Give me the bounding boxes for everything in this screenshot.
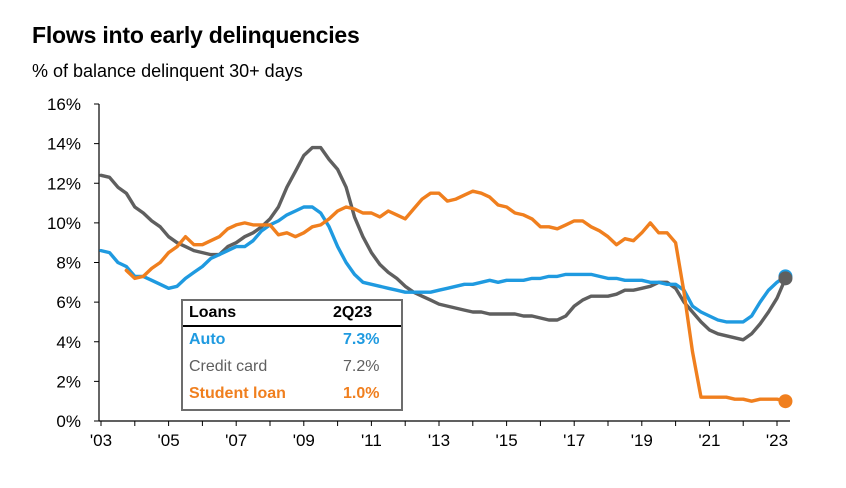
legend-table: Loans 2Q23 Auto 7.3% Credit card 7.2% St… [181, 299, 403, 411]
chart-lines [99, 145, 788, 403]
legend-row-student-loan: Student loan 1.0% [183, 382, 401, 408]
y-tick-label: 14% [47, 135, 81, 154]
x-tick-label: '03 [90, 431, 112, 450]
y-tick-label: 12% [47, 174, 81, 193]
chart-axes: 0% 2% 4% 6% 8% 10% 12% 14% 16% '03 '05 '07 '09 '11 '13… [47, 95, 790, 450]
legend-value-student-loan: 1.0% [343, 385, 380, 402]
end-marker-student-loan [778, 394, 793, 409]
x-tick-label: '11 [361, 431, 382, 450]
series-line-student-loan [124, 189, 788, 403]
legend-header-loans: Loans [189, 304, 237, 321]
y-tick-label: 8% [56, 254, 81, 273]
legend-label-auto: Auto [189, 331, 226, 348]
y-tick-label: 2% [56, 372, 81, 391]
x-tick-label: '09 [293, 431, 315, 450]
chart-title: Flows into early delinquencies [32, 22, 360, 48]
series-line-auto [99, 205, 788, 324]
end-marker-credit-card [778, 271, 793, 286]
legend-header: Loans 2Q23 [183, 301, 401, 327]
y-tick-label: 4% [56, 333, 81, 352]
x-tick-label: '19 [631, 431, 653, 450]
chart-subtitle: % of balance delinquent 30+ days [32, 61, 303, 81]
y-tick-label: 0% [56, 412, 81, 431]
x-tick-label: '07 [225, 431, 247, 450]
y-tick-label: 6% [56, 293, 81, 312]
legend-label-credit-card: Credit card [189, 358, 268, 375]
legend-row-auto: Auto 7.3% [183, 328, 401, 354]
legend-row-credit-card: Credit card 7.2% [183, 355, 401, 381]
y-tick-label: 10% [47, 214, 81, 233]
x-tick-label: '13 [428, 431, 450, 450]
x-tick-label: '21 [698, 431, 720, 450]
x-tick-label: '23 [766, 431, 788, 450]
x-tick-label: '17 [563, 431, 585, 450]
y-tick-label: 16% [47, 95, 81, 114]
x-tick-label: '05 [158, 431, 180, 450]
end-markers [778, 269, 793, 409]
x-tick-label: '15 [496, 431, 518, 450]
legend-value-auto: 7.3% [343, 331, 380, 348]
legend-value-credit-card: 7.2% [343, 358, 380, 375]
legend-label-student-loan: Student loan [189, 385, 286, 402]
legend-header-period: 2Q23 [333, 304, 373, 321]
